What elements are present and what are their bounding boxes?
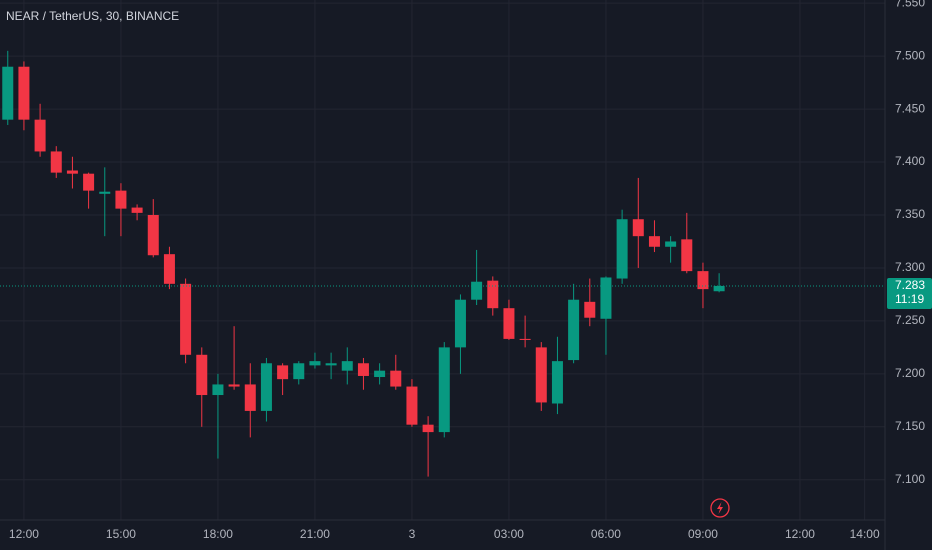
y-tick-label: 7.500: [895, 48, 925, 62]
candle-body: [648, 236, 660, 247]
candle-body: [535, 347, 547, 403]
candle-body: [713, 285, 725, 292]
candle-body: [180, 283, 192, 355]
y-tick-label: 7.450: [895, 101, 925, 115]
x-tick-label: 3: [409, 527, 416, 541]
candle-body: [212, 384, 224, 396]
y-tick-label: 7.150: [895, 419, 925, 433]
candle-body: [99, 191, 111, 194]
x-tick-label: 12:00: [785, 527, 815, 541]
x-tick-label: 06:00: [591, 527, 621, 541]
candle-body: [228, 384, 240, 387]
candle-body: [277, 365, 289, 380]
candle-body: [438, 347, 450, 433]
candle-body: [83, 173, 95, 191]
candle-body: [244, 384, 256, 411]
candle-body: [18, 66, 30, 120]
candle-body: [471, 281, 483, 300]
last-price-box: [887, 277, 932, 309]
y-tick-label: 7.100: [895, 472, 925, 486]
candle-body: [584, 301, 596, 318]
candle-body: [551, 361, 563, 404]
candle-body: [632, 219, 644, 237]
candle-body: [115, 190, 127, 209]
candle-body: [163, 254, 175, 284]
candles: [0, 50, 885, 477]
candle-body: [50, 151, 62, 173]
x-tick-label: 09:00: [688, 527, 718, 541]
y-tick-label: 7.300: [895, 260, 925, 274]
candle-body: [2, 66, 14, 120]
candle-body: [196, 354, 208, 396]
y-tick-label: 7.400: [895, 154, 925, 168]
candle-body: [374, 370, 386, 378]
candle-body: [147, 214, 159, 256]
candle-body: [665, 241, 677, 247]
candle-body: [66, 170, 78, 174]
y-tick-label: 7.550: [895, 0, 925, 9]
icon-circle: [710, 498, 730, 518]
candle-body: [293, 363, 305, 380]
candle-body: [568, 299, 580, 361]
x-tick-label: 18:00: [203, 527, 233, 541]
icon-bolt: [717, 502, 723, 514]
x-tick-label: 15:00: [106, 527, 136, 541]
chart-title: NEAR / TetherUS, 30, BINANCE: [6, 9, 179, 23]
candle-body: [697, 271, 709, 290]
candle-body: [503, 308, 515, 339]
candle-body: [34, 119, 46, 152]
x-tick-label: 14:00: [850, 527, 880, 541]
candle-body: [487, 280, 499, 309]
replay-icon[interactable]: [710, 498, 730, 518]
y-tick-label: 7.350: [895, 207, 925, 221]
candle-body: [422, 424, 434, 433]
x-tick-label: 03:00: [494, 527, 524, 541]
x-tick-label: 12:00: [9, 527, 39, 541]
candle-body: [681, 239, 693, 272]
last-price-label: 7.283: [895, 278, 925, 292]
candle-body: [341, 361, 353, 371]
candle-body: [616, 219, 628, 279]
candle-body: [519, 338, 531, 340]
candle-body: [325, 363, 337, 366]
y-tick-label: 7.250: [895, 313, 925, 327]
countdown-label: 11:19: [895, 292, 924, 306]
candle-body: [357, 363, 369, 376]
x-tick-label: 21:00: [300, 527, 330, 541]
y-tick-label: 7.200: [895, 366, 925, 380]
candle-body: [309, 361, 321, 366]
candle-body: [406, 386, 418, 425]
candle-body: [454, 299, 466, 348]
candle-body: [600, 277, 612, 319]
candle-body: [260, 363, 272, 411]
candle-body: [131, 207, 143, 213]
candle-body: [390, 370, 402, 387]
